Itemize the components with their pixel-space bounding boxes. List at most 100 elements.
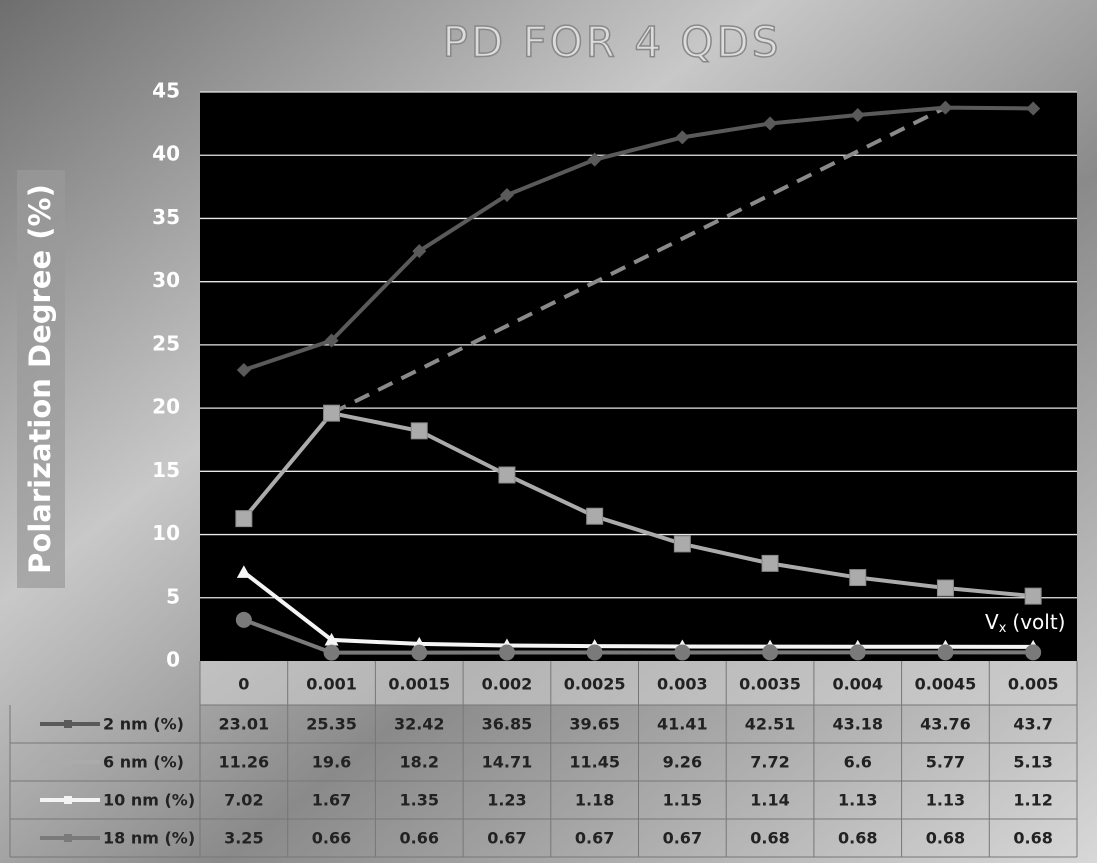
table-cell: 0.68 [926,829,965,848]
table-cell: 1.14 [750,791,789,810]
table-cell: 1.12 [1013,791,1052,810]
plot-area [200,92,1077,661]
y-tick-label: 10 [152,521,180,545]
legend-label: 6 nm (%) [103,753,184,772]
legend-label: 2 nm (%) [103,715,184,734]
point [324,632,339,646]
table-cell: 1.18 [575,791,614,810]
point [586,644,603,661]
point [412,244,427,259]
table-cell: 23.01 [219,715,270,734]
y-tick-label: 35 [152,205,180,229]
table-cell: 9.26 [663,753,702,772]
table-cell: 1.23 [487,791,526,810]
table-cell: 43.76 [920,715,971,734]
table-cell: 36.85 [482,715,533,734]
point [938,100,953,115]
table-cell: 3.25 [224,829,263,848]
y-tick-label: 20 [152,395,180,419]
point [411,644,428,661]
x-tick-label: 0.001 [306,675,357,694]
table-cell: 0.68 [1013,829,1052,848]
x-tick-label: 0.004 [832,675,883,694]
table-cell: 42.51 [745,715,796,734]
series-line [242,570,1034,649]
point [1025,644,1042,661]
table-cell: 0.67 [575,829,614,848]
series-line [243,618,1034,655]
x-tick-label: 0.002 [482,675,533,694]
x-label-sub: x [999,621,1007,636]
legend-key-marker [64,834,72,842]
y-label-box [17,170,65,588]
x-tick-label: 0.0015 [388,675,450,694]
point [235,611,252,628]
table-cell: 7.02 [224,791,263,810]
y-tick-label: 25 [152,331,180,355]
point [323,644,340,661]
point [937,644,954,661]
y-tick-label: 5 [166,584,180,608]
table-cell: 25.35 [306,715,357,734]
table-cell: 5.13 [1013,753,1052,772]
table-cell: 1.15 [663,791,702,810]
x-tick-label: 0.0035 [739,675,801,694]
point [674,644,691,661]
point [673,535,691,553]
point [587,152,602,167]
point [849,644,866,661]
x-axis-label: Vx (volt) [985,610,1065,636]
table-cell: 0.68 [838,829,877,848]
point [236,565,251,578]
table-cell: 14.71 [482,753,533,772]
point [936,579,954,597]
table-cell: 0.66 [312,829,351,848]
point [586,507,604,525]
table-cell: 11.26 [219,753,270,772]
point [323,404,341,422]
point [410,422,428,440]
y-tick-label: 45 [152,79,180,103]
legend-key-marker [64,796,72,804]
legend-label: 18 nm (%) [103,829,195,848]
table-cell: 1.35 [400,791,439,810]
x-tick-label: 0 [238,675,249,694]
table-cell: 1.67 [312,791,351,810]
point [1026,101,1041,116]
table-cell: 7.72 [750,753,789,772]
point [763,116,778,131]
legend-label: 10 nm (%) [103,791,195,810]
table-cell: 6.6 [844,753,872,772]
legend-key-marker [64,758,72,766]
table-cell: 39.65 [569,715,620,734]
point [499,188,514,203]
table-cell: 0.66 [400,829,439,848]
table-cell: 43.7 [1013,715,1052,734]
legend-key-marker [64,720,72,728]
table-cell: 0.67 [487,829,526,848]
chart-title: PD FOR 4 QDS [443,18,782,67]
trend-dashed-line [330,105,947,415]
point [849,569,867,587]
table-cell: 1.13 [926,791,965,810]
point [324,333,339,348]
table-cell: 18.2 [400,753,439,772]
table-cell: 41.41 [657,715,708,734]
y-tick-label: 40 [152,142,180,166]
x-label-unit: (volt) [1012,610,1065,634]
table-cell: 19.6 [312,753,351,772]
x-label-main: V [985,610,999,634]
point [498,466,516,484]
table-cell: 0.67 [663,829,702,848]
table-cell: 1.13 [838,791,877,810]
y-tick-label: 0 [166,648,180,672]
table-cell: 0.68 [750,829,789,848]
y-tick-label: 30 [152,268,180,292]
table-cell: 32.42 [394,715,445,734]
y-tick-label: 15 [152,458,180,482]
x-tick-label: 0.0045 [915,675,977,694]
point [675,130,690,145]
series-line [242,410,1034,599]
x-tick-label: 0.005 [1008,675,1059,694]
